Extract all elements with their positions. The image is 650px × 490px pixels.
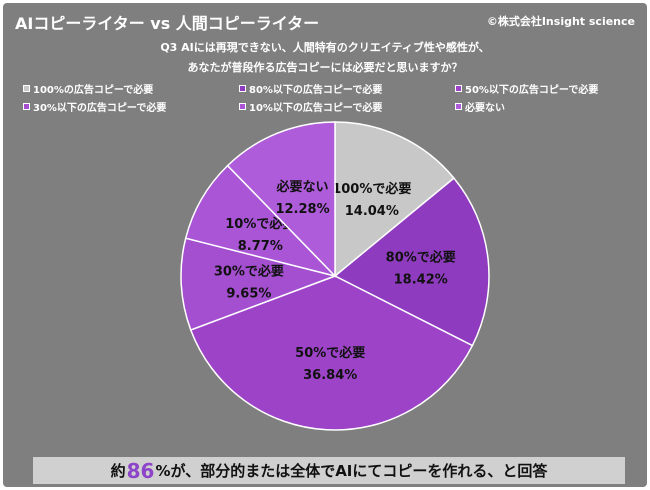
legend-swatch [455, 85, 462, 92]
slice-value-label: 8.77% [238, 239, 283, 254]
slice-category-label: 80%で必要 [386, 250, 456, 266]
legend-item-100: 100%の広告コピーで必要 [23, 81, 153, 96]
slice-value-label: 18.42% [394, 273, 448, 288]
slice-category-label: 50%で必要 [295, 345, 365, 361]
chart-frame: AIコピーライター vs 人間コピーライター ©株式会社Insight scie… [3, 3, 647, 487]
pie-slice [180, 237, 338, 331]
pie-chart: 100%で必要 14.04% 80%で必要 18.42% 50%で必要 36.84% 30%… [180, 121, 490, 431]
pie-slice [189, 275, 474, 431]
summary-highlight: 86 [126, 458, 155, 483]
pie-slice [184, 164, 338, 278]
legend-label: 10%以下の広告コピーで必要 [249, 103, 383, 114]
legend-swatch [23, 103, 30, 110]
pie-slice [334, 121, 455, 278]
pie-slice [226, 121, 336, 278]
page-title: AIコピーライター vs 人間コピーライター [15, 14, 320, 33]
slice-value-label: 14.04% [345, 204, 399, 219]
legend-item-30: 30%以下の広告コピーで必要 [23, 99, 166, 114]
legend-item-80: 80%以下の広告コピーで必要 [239, 81, 382, 96]
legend-item-50: 50%以下の広告コピーで必要 [455, 81, 598, 96]
slice-category-label: 100%で必要 [332, 181, 411, 197]
legend-swatch [239, 85, 246, 92]
legend-swatch [23, 85, 30, 92]
slice-category-label: 10%で必要 [225, 216, 295, 232]
summary-banner: 約 86 %が、部分的または全体でAIにてコピーを作れる、と回答 [33, 457, 625, 484]
summary-prefix: 約 [110, 462, 126, 480]
legend-item-unneeded: 必要ない [455, 99, 505, 114]
legend-label: 100%の広告コピーで必要 [33, 85, 154, 96]
question-line-2: あなたが普段作る広告コピーには必要だと思いますか？ [187, 61, 463, 74]
legend-label: 必要ない [465, 103, 505, 114]
question-line-1: Q3 AIには再現できない、人間特有のクリエイティブ性や感性が、 [160, 41, 490, 54]
slice-value-label: 9.65% [226, 287, 271, 302]
slice-category-label: 必要ない [276, 179, 329, 195]
pie-slice [333, 177, 490, 347]
legend-label: 50%以下の広告コピーで必要 [465, 85, 599, 96]
legend-swatch [455, 103, 462, 110]
summary-suffix: %が、部分的または全体でAIにてコピーを作れる、と回答 [155, 462, 548, 480]
copyright-text: ©株式会社Insight science [486, 15, 635, 28]
legend-item-10: 10%以下の広告コピーで必要 [239, 99, 382, 114]
slice-value-label: 36.84% [303, 368, 357, 383]
legend-label: 80%以下の広告コピーで必要 [249, 85, 383, 96]
slice-value-label: 12.28% [275, 202, 329, 217]
legend-label: 30%以下の広告コピーで必要 [33, 103, 167, 114]
legend-swatch [239, 103, 246, 110]
slice-category-label: 30%で必要 [214, 264, 284, 280]
